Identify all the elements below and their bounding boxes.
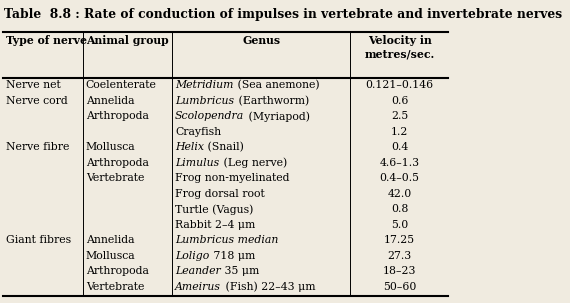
Text: Velocity in
metres/sec.: Velocity in metres/sec. <box>364 35 434 59</box>
Text: Annelida: Annelida <box>86 235 135 245</box>
Text: 17.25: 17.25 <box>384 235 415 245</box>
Text: Table  8.8 : Rate of conduction of impulses in vertebrate and invertebrate nerve: Table 8.8 : Rate of conduction of impuls… <box>5 8 563 21</box>
Text: 1.2: 1.2 <box>391 127 408 137</box>
Text: Limulus: Limulus <box>175 158 219 168</box>
Text: Animal group: Animal group <box>86 35 169 46</box>
Text: 0.4–0.5: 0.4–0.5 <box>380 173 420 183</box>
Text: Loligo: Loligo <box>175 251 209 261</box>
Text: Coelenterate: Coelenterate <box>86 80 157 90</box>
Text: (Fish) 22–43 μm: (Fish) 22–43 μm <box>222 282 315 292</box>
Text: 42.0: 42.0 <box>388 189 412 199</box>
Text: Ameirus: Ameirus <box>175 282 221 292</box>
Text: Mollusca: Mollusca <box>86 251 136 261</box>
Text: Vertebrate: Vertebrate <box>86 173 144 183</box>
Text: Nerve net: Nerve net <box>6 80 60 90</box>
Text: Leander: Leander <box>175 266 221 276</box>
Text: Scolopendra: Scolopendra <box>175 111 244 121</box>
Text: (Myriapod): (Myriapod) <box>245 111 310 122</box>
Text: Genus: Genus <box>242 35 280 46</box>
Text: Metridium: Metridium <box>175 80 234 90</box>
Text: (Earthworm): (Earthworm) <box>235 96 310 106</box>
Text: Lumbricus median: Lumbricus median <box>175 235 278 245</box>
Text: 35 μm: 35 μm <box>221 266 260 276</box>
Text: Type of nerve: Type of nerve <box>6 35 87 46</box>
Text: 0.4: 0.4 <box>391 142 408 152</box>
Text: 50–60: 50–60 <box>383 282 416 292</box>
Text: Turtle (Vagus): Turtle (Vagus) <box>175 204 253 215</box>
Text: Crayfish: Crayfish <box>175 127 221 137</box>
Text: (Sea anemone): (Sea anemone) <box>234 80 320 91</box>
Text: Giant fibres: Giant fibres <box>6 235 71 245</box>
Text: Nerve fibre: Nerve fibre <box>6 142 69 152</box>
Text: Mollusca: Mollusca <box>86 142 136 152</box>
Text: 27.3: 27.3 <box>388 251 412 261</box>
Text: Arthropoda: Arthropoda <box>86 158 149 168</box>
Text: 0.121–0.146: 0.121–0.146 <box>365 80 434 90</box>
Text: Arthropoda: Arthropoda <box>86 266 149 276</box>
Text: 4.6–1.3: 4.6–1.3 <box>380 158 420 168</box>
Text: Vertebrate: Vertebrate <box>86 282 144 292</box>
Text: Frog dorsal root: Frog dorsal root <box>175 189 264 199</box>
Text: Rabbit 2–4 μm: Rabbit 2–4 μm <box>175 220 255 230</box>
Text: Arthropoda: Arthropoda <box>86 111 149 121</box>
Text: (Leg nerve): (Leg nerve) <box>220 158 287 168</box>
Text: Helix: Helix <box>175 142 204 152</box>
Text: 2.5: 2.5 <box>391 111 408 121</box>
Text: 18–23: 18–23 <box>382 266 416 276</box>
Text: 0.6: 0.6 <box>391 96 408 106</box>
Text: Nerve cord: Nerve cord <box>6 96 67 106</box>
Text: 0.8: 0.8 <box>391 204 408 214</box>
Text: Lumbricus: Lumbricus <box>175 96 234 106</box>
Text: Annelida: Annelida <box>86 96 135 106</box>
Text: 718 μm: 718 μm <box>210 251 255 261</box>
Text: Frog non-myelinated: Frog non-myelinated <box>175 173 290 183</box>
Text: (Snail): (Snail) <box>205 142 245 153</box>
Text: 5.0: 5.0 <box>391 220 408 230</box>
